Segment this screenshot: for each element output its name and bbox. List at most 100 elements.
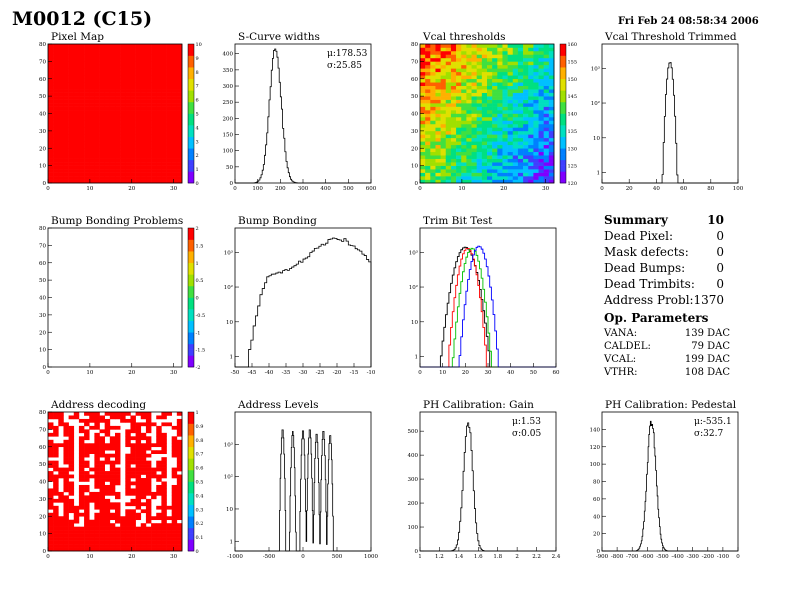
x-tick-label: 10 [439, 370, 446, 376]
heatmap-cell [84, 155, 90, 159]
heatmap-cell [171, 151, 178, 156]
palette-swatch [560, 177, 566, 184]
heatmap-cell [481, 92, 488, 97]
heatmap-cell [161, 512, 167, 517]
heatmap-cell [151, 526, 157, 531]
heatmap-cell [115, 460, 121, 465]
heatmap-cell [543, 137, 550, 142]
heatmap-cell [481, 96, 488, 100]
heatmap-cell [63, 155, 69, 159]
heatmap-cell [109, 523, 116, 527]
heatmap-cell [171, 92, 178, 97]
heatmap-cell [109, 544, 116, 548]
heatmap-cell [435, 54, 441, 59]
heatmap-cell [420, 141, 426, 146]
heatmap-cell [425, 137, 431, 142]
heatmap-cell [481, 61, 488, 66]
heatmap-cell [507, 162, 514, 166]
heatmap-cell [461, 110, 467, 114]
heatmap-cell [176, 491, 183, 496]
heatmap-cell [523, 89, 529, 93]
heatmap-cell [94, 99, 100, 104]
heatmap-cell [151, 422, 157, 427]
heatmap-cell [430, 68, 436, 73]
heatmap-cell [456, 82, 462, 86]
palette-swatch [188, 107, 194, 114]
heatmap-cell [543, 106, 550, 111]
heatmap-cell [161, 120, 167, 125]
heatmap-cell [156, 82, 162, 86]
heatmap-cell [445, 162, 452, 166]
heatmap-cell [109, 512, 116, 517]
heatmap-cell [58, 169, 64, 173]
heatmap-cell [63, 148, 69, 153]
heatmap-cell [99, 540, 105, 545]
palette-swatch [188, 343, 194, 350]
heatmap-cell [461, 78, 467, 83]
heatmap-cell [115, 179, 121, 184]
heatmap-cell [166, 412, 172, 416]
heatmap-cell [156, 44, 162, 48]
heatmap-cell [68, 85, 75, 90]
heatmap-cell [176, 169, 183, 173]
heatmap-cell [63, 165, 69, 170]
heatmap-cell [140, 127, 147, 132]
heatmap-cell [538, 78, 544, 83]
heatmap-cell [543, 113, 550, 118]
palette-swatch [188, 78, 194, 85]
heatmap-cell [99, 71, 105, 76]
heatmap-cell [156, 172, 162, 177]
heatmap-cell [120, 176, 126, 180]
heatmap-cell [130, 540, 136, 545]
heatmap-cell [435, 113, 441, 118]
heatmap-cell [512, 151, 519, 156]
heatmap-cell [140, 82, 147, 86]
heatmap-cell [445, 57, 452, 62]
heatmap-cell [450, 116, 457, 121]
heatmap-cell [53, 137, 59, 142]
heatmap-cell [435, 110, 441, 114]
heatmap-cell [140, 509, 147, 514]
heatmap-cell [73, 519, 80, 524]
heatmap-cell [53, 92, 59, 97]
heatmap-cell [523, 92, 529, 97]
heatmap-cell [156, 144, 162, 149]
heatmap-cell [476, 57, 483, 62]
heatmap-cell [456, 44, 462, 48]
heatmap-cell [130, 44, 136, 48]
palette-tick-label: 0.8 [196, 438, 204, 444]
heatmap-cell [53, 120, 59, 125]
heatmap-cell [125, 540, 131, 545]
palette-swatch [188, 303, 194, 310]
heatmap-cell [68, 158, 75, 163]
heatmap-cell [492, 162, 498, 166]
heatmap-cell [176, 464, 183, 468]
heatmap-cell [104, 92, 111, 97]
heatmap-cell [471, 127, 477, 132]
heatmap-cell [130, 71, 136, 76]
heatmap-cell [517, 82, 524, 86]
heatmap-cell [68, 162, 75, 166]
heatmap-cell [466, 110, 472, 114]
heatmap-cell [84, 96, 90, 100]
heatmap-cell [430, 103, 436, 107]
heatmap-cell [145, 415, 152, 420]
heatmap-cell [115, 68, 121, 73]
heatmap-cell [156, 474, 162, 479]
heatmap-cell [512, 75, 519, 80]
heatmap-cell [109, 481, 116, 486]
heatmap-cell [135, 464, 142, 468]
heatmap-cell [481, 47, 488, 52]
heatmap-cell [512, 116, 519, 121]
summary-title: Summary [604, 213, 668, 227]
heatmap-cell [130, 75, 136, 80]
heatmap-cell [89, 85, 95, 90]
y-tick-label: 20 [39, 330, 46, 336]
heatmap-cell [492, 134, 498, 139]
heatmap-cell [176, 537, 183, 541]
heatmap-cell [456, 103, 462, 107]
y-tick-label: 10 [411, 320, 418, 326]
y-tick-label: 70 [39, 427, 46, 433]
palette-swatch [188, 314, 194, 321]
heatmap-cell [115, 436, 121, 441]
